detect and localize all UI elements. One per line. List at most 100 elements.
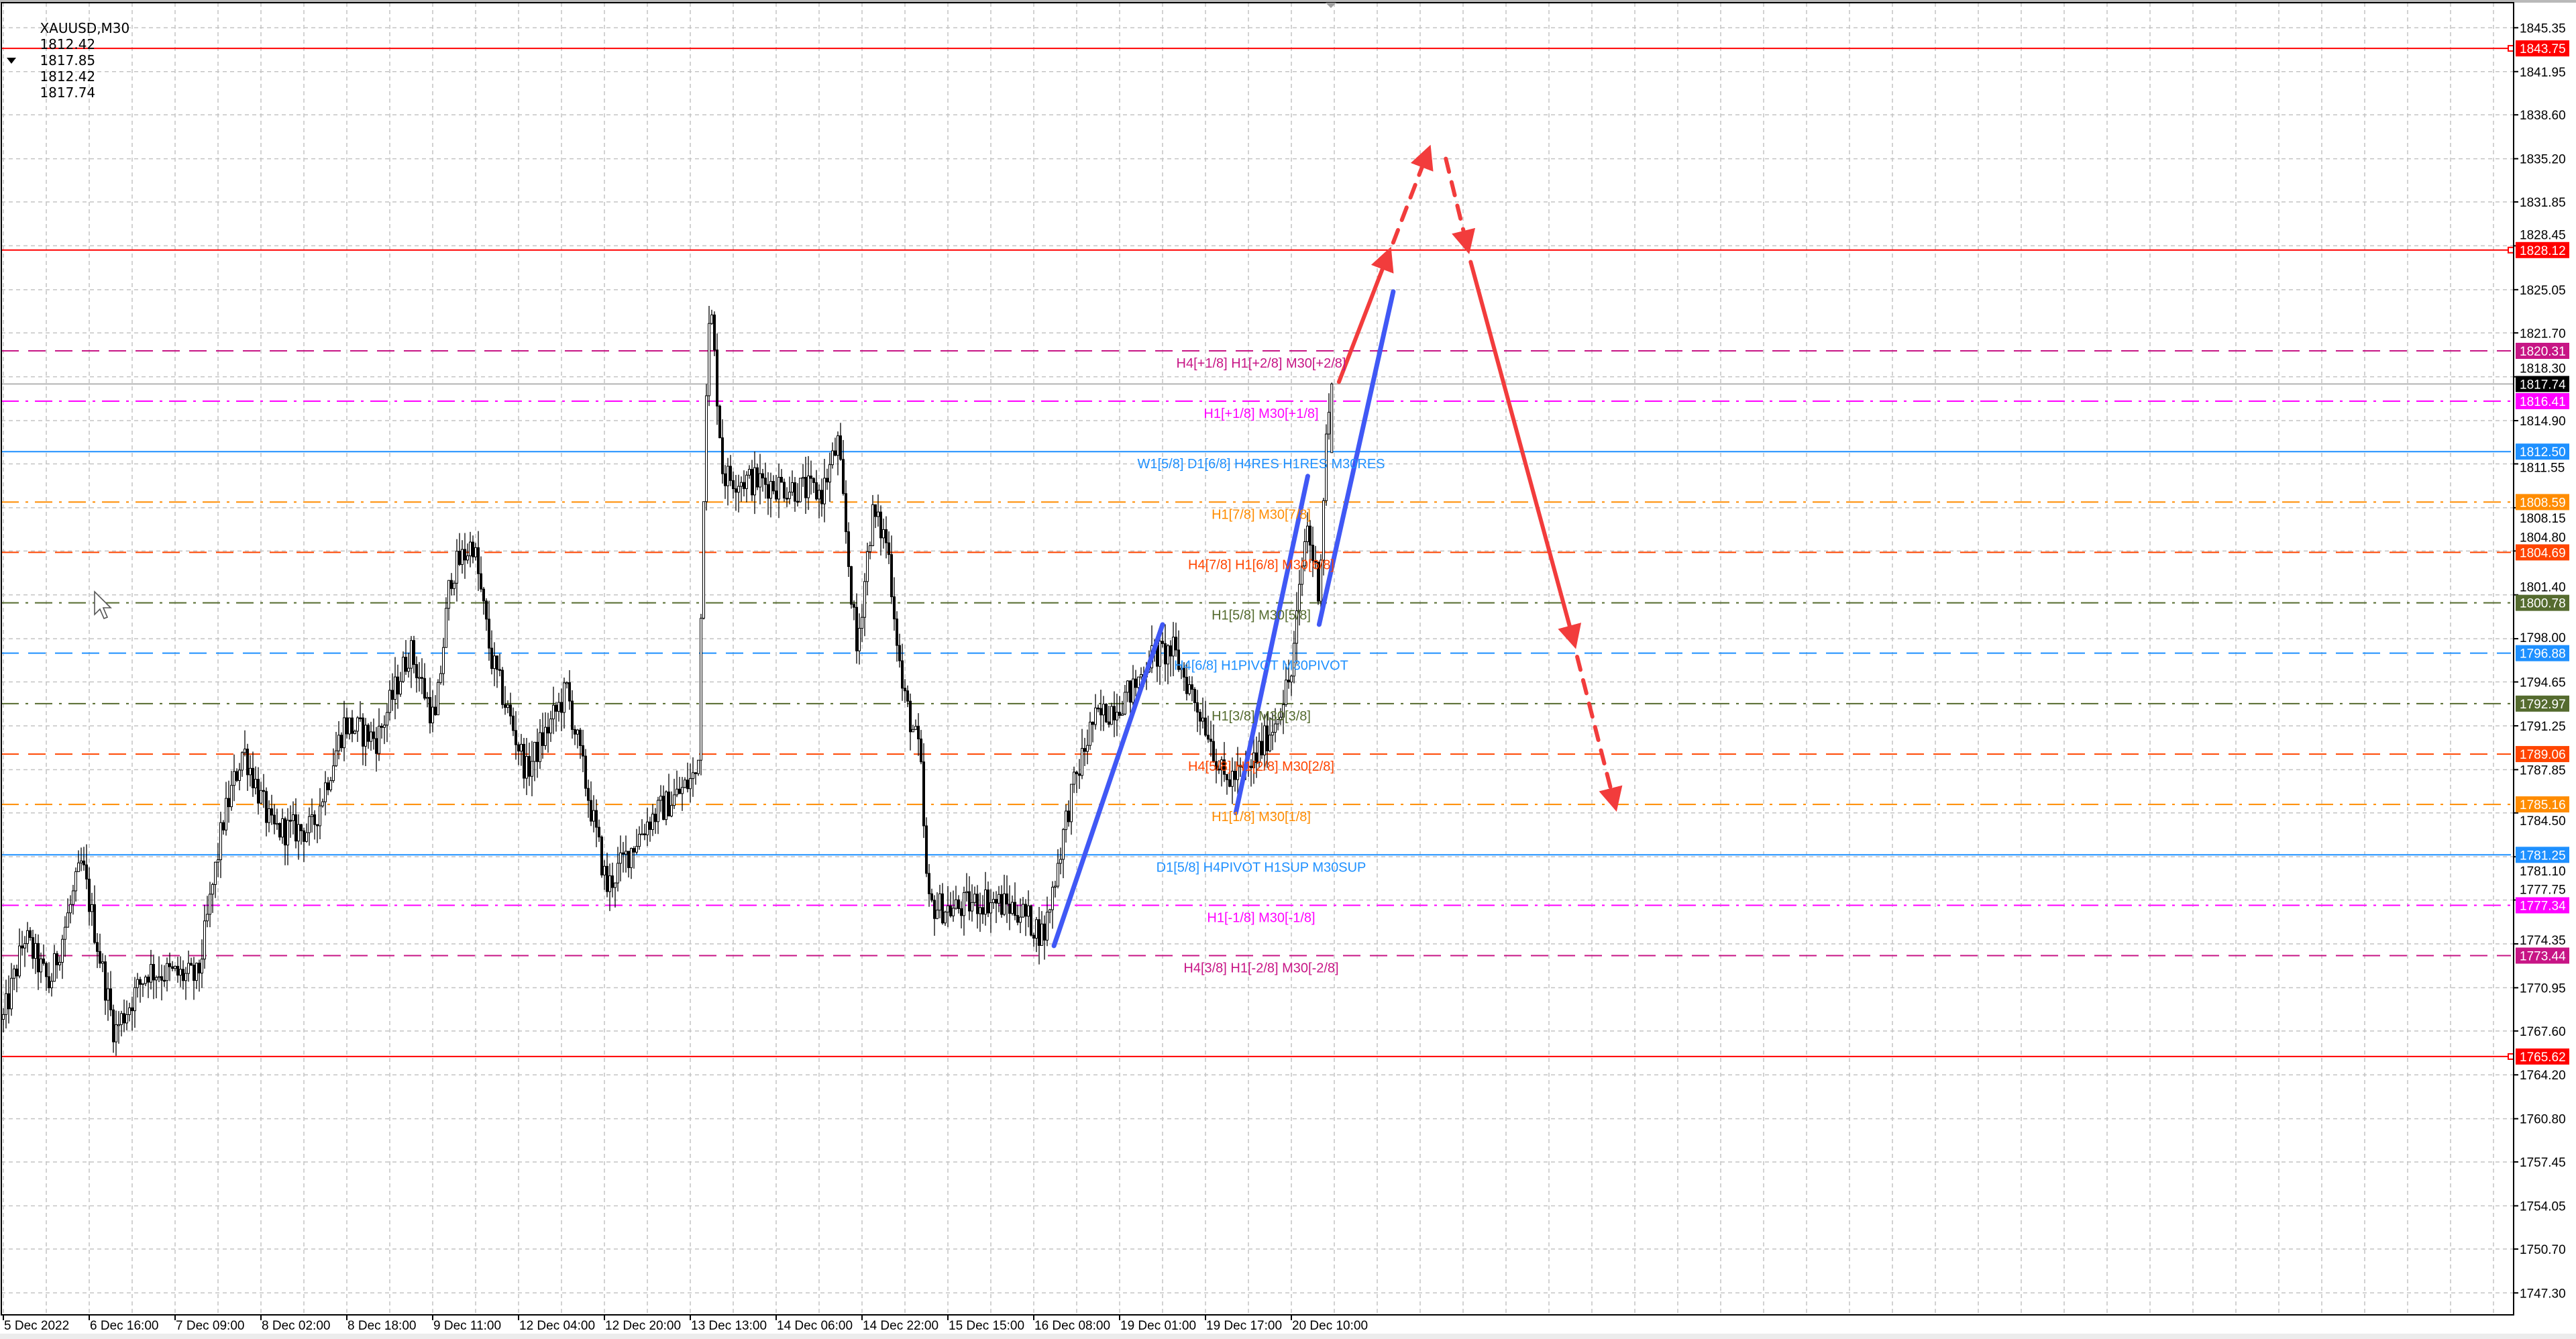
candle-body [1269,735,1271,751]
candle-body [955,899,957,909]
candle [622,842,625,873]
time-tick-label: 9 Dec 11:00 [433,1319,501,1333]
candle-body [101,961,104,964]
price-axis[interactable]: 1845.35 1841.95 1838.60 1835.20 1831.85 1828.… [2514,21,2569,1301]
candle [211,882,214,913]
candle-body [337,735,340,751]
level-end-handle[interactable] [2508,1053,2514,1060]
trend-line[interactable] [1316,289,1396,627]
candle [227,780,230,823]
candle [549,710,552,742]
candle [493,642,496,686]
candle-body [842,459,845,494]
candle [603,860,606,890]
trend-line[interactable] [1051,622,1165,949]
candle-body [294,814,297,842]
candle [142,983,144,998]
candle [155,975,158,999]
candle-body [1330,383,1334,453]
candle [442,637,445,686]
candle [72,884,74,915]
candle [445,597,447,648]
candle [222,820,225,835]
candle [721,419,724,484]
candle [735,474,737,511]
candle-body [912,729,914,733]
candle-body [737,486,740,493]
triangle-down-icon[interactable] [7,57,16,64]
candle-body [705,395,708,502]
forecast-arrow[interactable] [1391,144,1434,245]
candle [584,749,587,797]
candle [405,640,407,675]
price-level-label: H4[5/8] H1[2/8] M30[2/8] [1188,759,1334,774]
candle-body [761,473,764,479]
candle [166,957,168,992]
forecast-arrow[interactable] [1336,246,1394,384]
candle [144,975,147,987]
candle [413,635,415,674]
candle [823,458,826,523]
candle-body [1231,771,1234,787]
candle-body [834,450,837,456]
candle-body [74,871,77,892]
candle-body [26,930,29,945]
candle-body [871,504,874,546]
drawings[interactable] [1051,144,1623,949]
candle-body [1078,773,1081,776]
candle [740,476,743,502]
candle [1201,697,1204,729]
candle [434,695,437,716]
candle [1218,760,1220,774]
candle-body [211,883,214,895]
candle [455,539,458,602]
candle [238,763,241,791]
candle [1011,895,1014,916]
candle [1293,631,1295,684]
candle [1049,908,1051,924]
trend-line[interactable] [1233,474,1310,816]
price-tick-label: 1764.20 [2520,1069,2566,1083]
shift-marker-triangle-down-icon[interactable] [1326,3,1336,8]
candle-body [115,1024,117,1042]
price-tick-label: 1794.65 [2520,676,2566,690]
level-end-handle[interactable] [2508,246,2514,254]
candle [64,916,66,957]
candle-body [168,963,171,967]
candle-body [504,704,506,708]
candle-body [568,682,571,702]
candle-body [1201,717,1204,722]
candle [332,748,335,783]
candle-body [625,851,627,855]
candle [909,693,912,751]
candle-body [426,697,429,699]
time-tick-label: 12 Dec 20:00 [605,1319,681,1333]
candle-body [324,782,327,802]
candle [1062,828,1065,879]
candle [380,723,383,739]
candle [1306,512,1309,553]
candle-body [388,690,391,713]
forecast-arrow[interactable] [1444,156,1476,255]
forecast-arrow[interactable] [1468,260,1582,649]
time-axis[interactable]: 5 Dec 2022 6 Dec 16:00 7 Dec 09:00 8 Dec 02… [3,1315,1368,1333]
candle [504,686,506,715]
candle-body [850,566,853,605]
candle-body [501,670,504,705]
candle [88,867,91,926]
time-tick-label: 16 Dec 08:00 [1034,1319,1110,1333]
candle [539,718,541,769]
candle [874,504,877,529]
candle [1057,849,1059,889]
candle-body [515,730,517,745]
level-end-handle[interactable] [2508,45,2514,52]
forecast-arrow[interactable] [1575,655,1623,812]
candle [490,630,493,675]
candle [858,613,861,665]
candle [217,843,219,877]
candle-body [523,743,525,779]
candle-body [1134,678,1137,688]
candle [388,680,391,721]
candle-body [289,820,292,822]
